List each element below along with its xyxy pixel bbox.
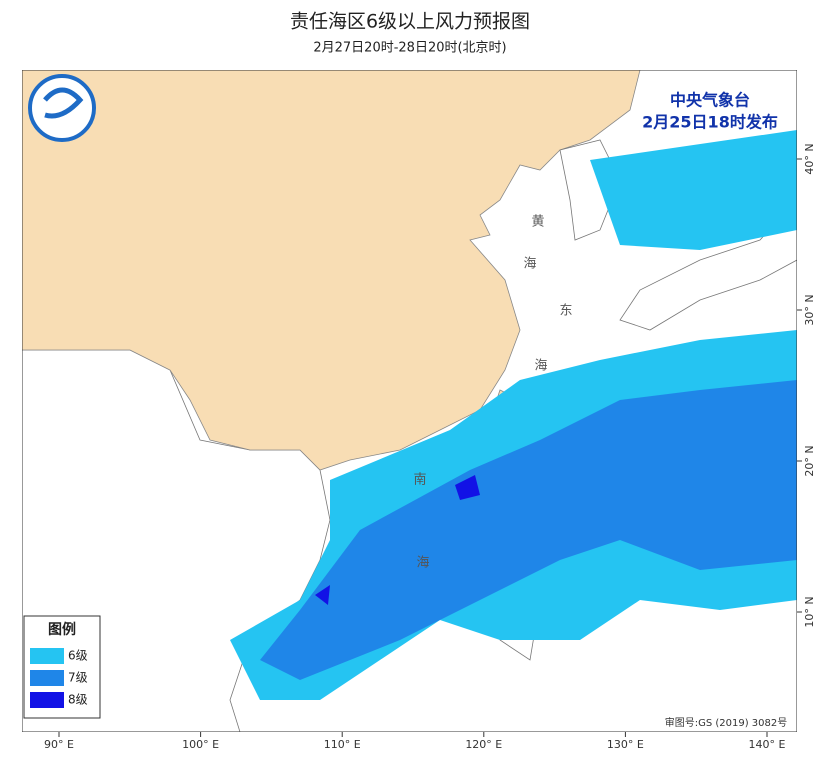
- legend-label: 8级: [68, 693, 88, 707]
- map-title: 责任海区6级以上风力预报图: [290, 11, 530, 33]
- legend-swatch: [30, 692, 64, 708]
- map-subtitle: 2月27日20时-28日20时(北京时): [313, 41, 506, 56]
- wind-area: [315, 585, 330, 605]
- legend-swatch: [30, 648, 64, 664]
- wind-area: [455, 475, 480, 500]
- map-area: [22, 70, 797, 732]
- sea-label: 海: [416, 556, 429, 571]
- latitude-label: 30° N: [803, 294, 816, 325]
- sea-label: 海: [534, 359, 547, 374]
- land-japan: [619, 199, 797, 331]
- latitude-label: 20° N: [803, 445, 816, 476]
- longitude-label: 120° E: [465, 738, 502, 751]
- latitude-label: 40° N: [803, 143, 816, 174]
- latitude-label: 10° N: [803, 596, 816, 627]
- sea-label: 南: [413, 472, 426, 488]
- logo-mark: [43, 87, 84, 119]
- approval-number: 审图号:GS (2019) 3082号: [665, 716, 788, 729]
- legend-title: 图例: [48, 621, 76, 638]
- legend-label: 6级: [68, 649, 88, 663]
- longitude-label: 90° E: [44, 738, 74, 751]
- legend: 图例 6级 7级 8级: [23, 615, 101, 719]
- longitude-label: 140° E: [749, 738, 786, 751]
- legend-swatch: [30, 670, 64, 686]
- longitude-label: 110° E: [324, 738, 361, 751]
- longitude-label: 100° E: [182, 738, 219, 751]
- sea-label: 黄: [531, 215, 544, 230]
- sea-label: 海: [523, 257, 536, 272]
- longitude-label: 130° E: [607, 738, 644, 751]
- wind-area: [590, 130, 797, 250]
- logo: [28, 74, 96, 142]
- sea-label: 东: [559, 304, 572, 319]
- legend-label: 7级: [68, 671, 88, 685]
- land-china: [22, 70, 641, 471]
- agency: 中央气象台: [670, 91, 750, 110]
- wind-area: [260, 380, 797, 680]
- issue-time: 2月25日18时发布: [642, 113, 778, 132]
